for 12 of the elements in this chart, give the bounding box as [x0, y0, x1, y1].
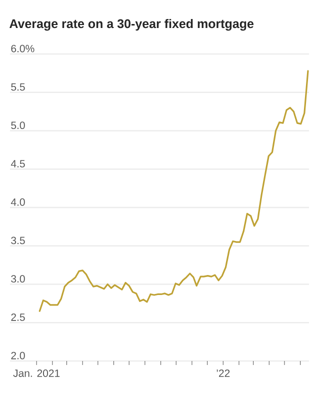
- y-tick-label: 4.0: [10, 198, 25, 206]
- y-tick-label: 2.5: [11, 313, 25, 321]
- y-tick-label: 2.0: [11, 352, 25, 360]
- x-tick-label: Jan. 2021: [13, 370, 60, 377]
- chart-title: Average rate on a 30-year fixed mortgage: [10, 18, 254, 31]
- y-tick-label: 3.0: [11, 275, 25, 283]
- x-tick-label: ’22: [216, 370, 230, 377]
- y-tick-label: 6.0%: [11, 44, 34, 52]
- y-tick-label: 3.5: [11, 236, 25, 244]
- y-tick-label: 5.5: [11, 83, 25, 91]
- y-tick-label: 4.5: [10, 160, 25, 168]
- y-tick-label: 5.0: [11, 122, 25, 130]
